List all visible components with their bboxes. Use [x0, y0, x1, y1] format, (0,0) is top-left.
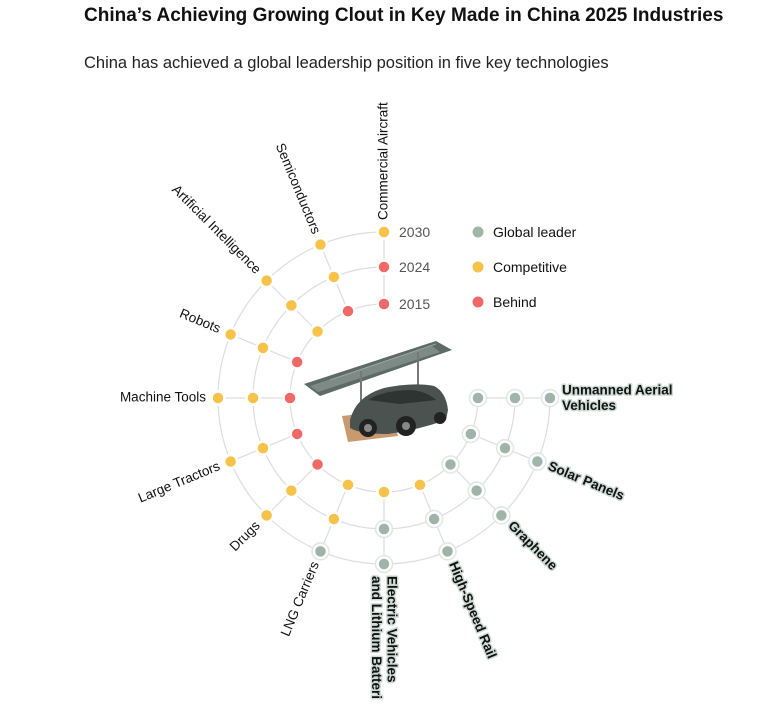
status-dot	[493, 507, 510, 524]
status-dot	[376, 556, 392, 572]
status-dot	[376, 484, 392, 500]
status-dot	[258, 507, 275, 524]
category-label: Robots	[178, 306, 223, 336]
status-dot	[376, 259, 392, 275]
status-dot	[442, 456, 459, 473]
legend-swatch	[470, 259, 486, 275]
leader-halo	[495, 438, 515, 458]
ring-year-label: 2024	[399, 259, 430, 275]
ev-solar-illustration	[304, 341, 452, 442]
status-dot	[497, 440, 513, 456]
status-dot	[222, 326, 239, 343]
category-label: Large Tractors	[136, 458, 222, 505]
leader-halo	[468, 388, 488, 408]
category-label-line: Electric Vehicles	[385, 576, 400, 683]
status-dot	[326, 269, 342, 285]
leader-halo	[467, 481, 486, 500]
ring-year-labels: 2015 2024 2030	[399, 224, 430, 312]
leader-halo	[424, 509, 444, 529]
status-dot	[289, 426, 305, 442]
leader-halo	[528, 452, 547, 471]
status-dot	[470, 390, 486, 406]
legend-label: Competitive	[493, 259, 567, 275]
leader-halo	[374, 519, 394, 539]
legend-swatch	[470, 294, 486, 310]
category-label-line: Unmanned Aerial	[562, 382, 673, 397]
category-label: Electric Vehiclesand Lithium Batteri	[369, 576, 400, 699]
status-dot	[210, 390, 226, 406]
status-dot	[282, 390, 298, 406]
status-dot	[439, 543, 456, 560]
status-dot	[255, 340, 271, 356]
status-dot	[309, 323, 326, 340]
status-dot	[283, 297, 300, 314]
leader-halo	[374, 554, 394, 574]
status-dot	[340, 303, 356, 319]
category-label: LNG Carriers	[278, 559, 322, 638]
ring-year-label: 2030	[399, 224, 430, 240]
chart-subtitle: China has achieved a global leadership p…	[84, 54, 609, 72]
status-dot	[245, 390, 261, 406]
status-dot	[426, 511, 442, 527]
category-label: Solar Panels	[546, 458, 627, 503]
leader-halo	[540, 388, 560, 408]
status-dot	[289, 354, 305, 370]
status-dot	[283, 482, 300, 499]
leader-halo	[438, 542, 457, 561]
category-label-line: and Lithium Batteri	[369, 576, 384, 699]
status-dot	[340, 477, 356, 493]
leader-halo	[311, 542, 330, 561]
status-dot	[255, 440, 271, 456]
status-dot	[529, 453, 546, 470]
category-label: Graphene	[505, 518, 561, 574]
status-dot	[412, 477, 428, 493]
status-dot	[222, 453, 239, 470]
legend-label: Global leader	[493, 224, 577, 240]
status-dot	[468, 482, 485, 499]
ring-year-label: 2015	[399, 296, 430, 312]
leader-halo	[441, 455, 460, 474]
legend-label: Behind	[493, 294, 537, 310]
category-label: Semiconductors	[273, 141, 324, 236]
legend-swatch	[470, 224, 486, 240]
status-dot	[507, 390, 523, 406]
status-dot	[312, 543, 329, 560]
status-dot	[312, 236, 329, 253]
status-dot	[258, 272, 275, 289]
category-label-line: Vehicles	[562, 398, 616, 413]
category-label: Commercial Aircraft	[376, 102, 391, 220]
category-label: Artificial Intelligence	[169, 182, 264, 277]
status-dot	[309, 456, 326, 473]
status-dots	[210, 224, 560, 574]
leader-halo	[492, 506, 511, 525]
category-label: Machine Tools	[120, 390, 206, 405]
leader-halo	[461, 424, 481, 444]
status-dot	[326, 511, 342, 527]
status-dot	[463, 426, 479, 442]
status-dot	[376, 296, 392, 312]
legend: Global leader Competitive Behind	[470, 224, 577, 310]
status-dot	[542, 390, 558, 406]
status-dot	[376, 521, 392, 537]
category-label: Drugs	[227, 518, 263, 554]
status-dot	[376, 224, 392, 240]
chart-title: China’s Achieving Growing Clout in Key M…	[84, 5, 724, 26]
category-label: Unmanned Aerial Vehicles	[562, 382, 673, 413]
category-label: High-Speed Rail	[446, 559, 499, 660]
leader-halo	[505, 388, 525, 408]
